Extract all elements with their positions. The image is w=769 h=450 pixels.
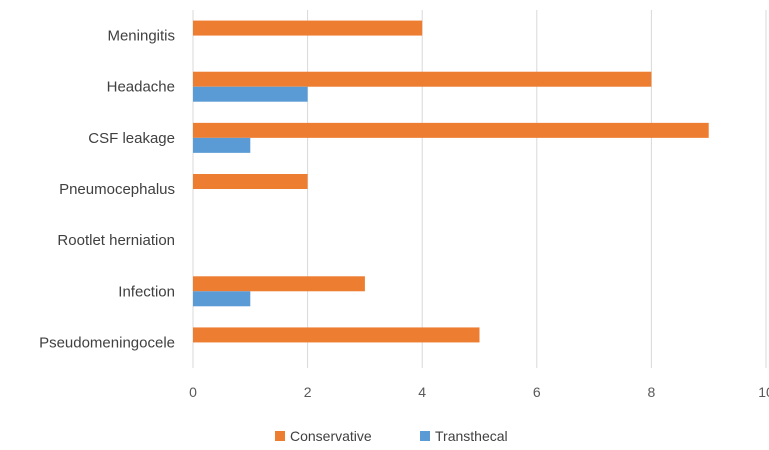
x-tick-label: 6 — [533, 384, 541, 400]
legend-label-transthecal: Transthecal — [435, 428, 508, 444]
bar-conservative-pneumocephalus — [193, 174, 308, 189]
x-tick-label: 10 — [758, 384, 769, 400]
category-label: Infection — [118, 283, 175, 300]
x-tick-label: 0 — [189, 384, 197, 400]
legend-swatch-conservative — [275, 431, 285, 441]
bar-transthecal-infection — [193, 291, 251, 307]
value-axis: 0 2 4 6 8 10 — [189, 384, 769, 400]
bar-transthecal-headache — [193, 86, 308, 102]
legend-label-conservative: Conservative — [290, 428, 372, 444]
legend-swatch-transthecal — [420, 431, 430, 441]
bar-conservative-csf-leakage — [193, 122, 709, 138]
category-label: Headache — [107, 79, 175, 96]
bars — [193, 20, 709, 343]
x-tick-label: 8 — [648, 384, 656, 400]
bar-conservative-infection — [193, 276, 365, 292]
bar-transthecal-csf-leakage — [193, 137, 251, 153]
category-label: Pseudomeningocele — [39, 334, 175, 351]
category-label: Rootlet herniation — [57, 232, 175, 249]
grid — [192, 10, 767, 368]
x-tick-label: 2 — [304, 384, 312, 400]
bar-conservative-headache — [193, 71, 652, 87]
category-label: Pneumocephalus — [59, 181, 175, 198]
category-label: CSF leakage — [88, 130, 175, 147]
bar-conservative-pseudomeningocele — [193, 327, 480, 343]
x-tick-label: 4 — [418, 384, 426, 400]
legend: Conservative Transthecal — [275, 428, 508, 444]
bar-conservative-meningitis — [193, 20, 423, 36]
category-label: Meningitis — [107, 28, 175, 45]
category-axis: Meningitis Headache CSF leakage Pneumocepha… — [39, 28, 175, 352]
